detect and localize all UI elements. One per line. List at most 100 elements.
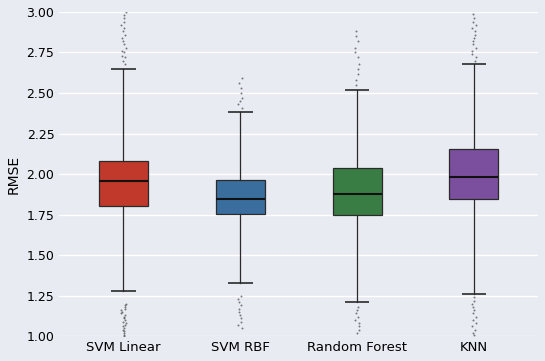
Point — [119, 323, 128, 329]
Point — [117, 53, 126, 58]
Point — [120, 325, 129, 331]
Point — [354, 55, 362, 60]
Point — [470, 297, 479, 303]
Point — [121, 312, 130, 318]
Point — [120, 61, 129, 67]
PathPatch shape — [216, 180, 265, 214]
Point — [121, 9, 130, 15]
Point — [234, 101, 243, 107]
PathPatch shape — [332, 168, 382, 216]
Point — [117, 310, 126, 316]
Point — [119, 329, 128, 334]
Point — [235, 81, 244, 86]
Point — [354, 320, 363, 326]
Point — [120, 19, 129, 25]
Point — [468, 310, 477, 316]
Point — [120, 332, 129, 338]
Point — [352, 77, 360, 83]
Y-axis label: RMSE: RMSE — [7, 155, 21, 193]
Point — [354, 61, 363, 67]
Point — [237, 316, 246, 321]
Point — [117, 307, 125, 313]
Point — [119, 29, 128, 34]
Point — [354, 71, 362, 77]
Point — [238, 95, 246, 101]
Point — [469, 304, 478, 310]
Point — [353, 330, 362, 336]
Point — [120, 8, 129, 13]
Point — [471, 55, 480, 60]
Point — [117, 22, 125, 28]
Point — [354, 323, 363, 329]
Point — [119, 330, 128, 336]
Point — [237, 85, 246, 91]
Point — [120, 16, 129, 21]
Point — [468, 51, 476, 57]
Point — [121, 45, 130, 51]
Point — [237, 303, 246, 308]
Point — [119, 319, 128, 325]
Point — [467, 8, 476, 13]
Point — [354, 38, 362, 44]
Point — [471, 58, 480, 64]
Point — [234, 306, 243, 312]
PathPatch shape — [99, 161, 148, 206]
Point — [234, 309, 243, 315]
Point — [468, 48, 477, 54]
Point — [470, 327, 479, 332]
Point — [122, 301, 130, 306]
Point — [353, 304, 362, 310]
Point — [236, 98, 245, 104]
Point — [468, 42, 477, 47]
Point — [469, 11, 477, 17]
Point — [352, 29, 360, 34]
Point — [237, 90, 245, 96]
Point — [119, 42, 128, 47]
Point — [351, 82, 360, 88]
Point — [469, 330, 477, 336]
Point — [234, 322, 243, 328]
Point — [470, 16, 479, 21]
Point — [121, 303, 130, 308]
Point — [119, 327, 128, 332]
Point — [350, 49, 359, 55]
Point — [236, 312, 245, 318]
Point — [119, 314, 128, 319]
Point — [469, 317, 477, 323]
Point — [467, 25, 476, 31]
Point — [117, 309, 126, 315]
Point — [237, 319, 245, 325]
Point — [234, 299, 243, 305]
Point — [119, 58, 128, 64]
Point — [117, 48, 126, 54]
Point — [470, 332, 479, 338]
Point — [120, 55, 129, 60]
Point — [470, 295, 479, 300]
Point — [468, 38, 477, 44]
PathPatch shape — [449, 149, 498, 199]
Point — [234, 296, 243, 302]
Point — [238, 105, 247, 110]
Point — [119, 333, 128, 339]
Point — [122, 320, 130, 326]
Point — [120, 12, 129, 18]
Point — [352, 310, 361, 316]
Point — [237, 293, 245, 299]
Point — [120, 317, 129, 323]
Point — [354, 314, 362, 319]
Point — [470, 32, 479, 38]
Point — [353, 307, 361, 313]
Point — [119, 25, 128, 31]
Point — [472, 45, 481, 51]
Point — [119, 38, 128, 44]
Point — [352, 33, 360, 39]
Point — [120, 306, 129, 312]
Point — [351, 45, 360, 51]
Point — [470, 29, 479, 34]
Point — [355, 327, 364, 332]
Point — [354, 66, 363, 71]
Point — [471, 22, 480, 28]
Point — [472, 314, 481, 319]
Point — [120, 32, 129, 38]
Point — [120, 304, 129, 310]
